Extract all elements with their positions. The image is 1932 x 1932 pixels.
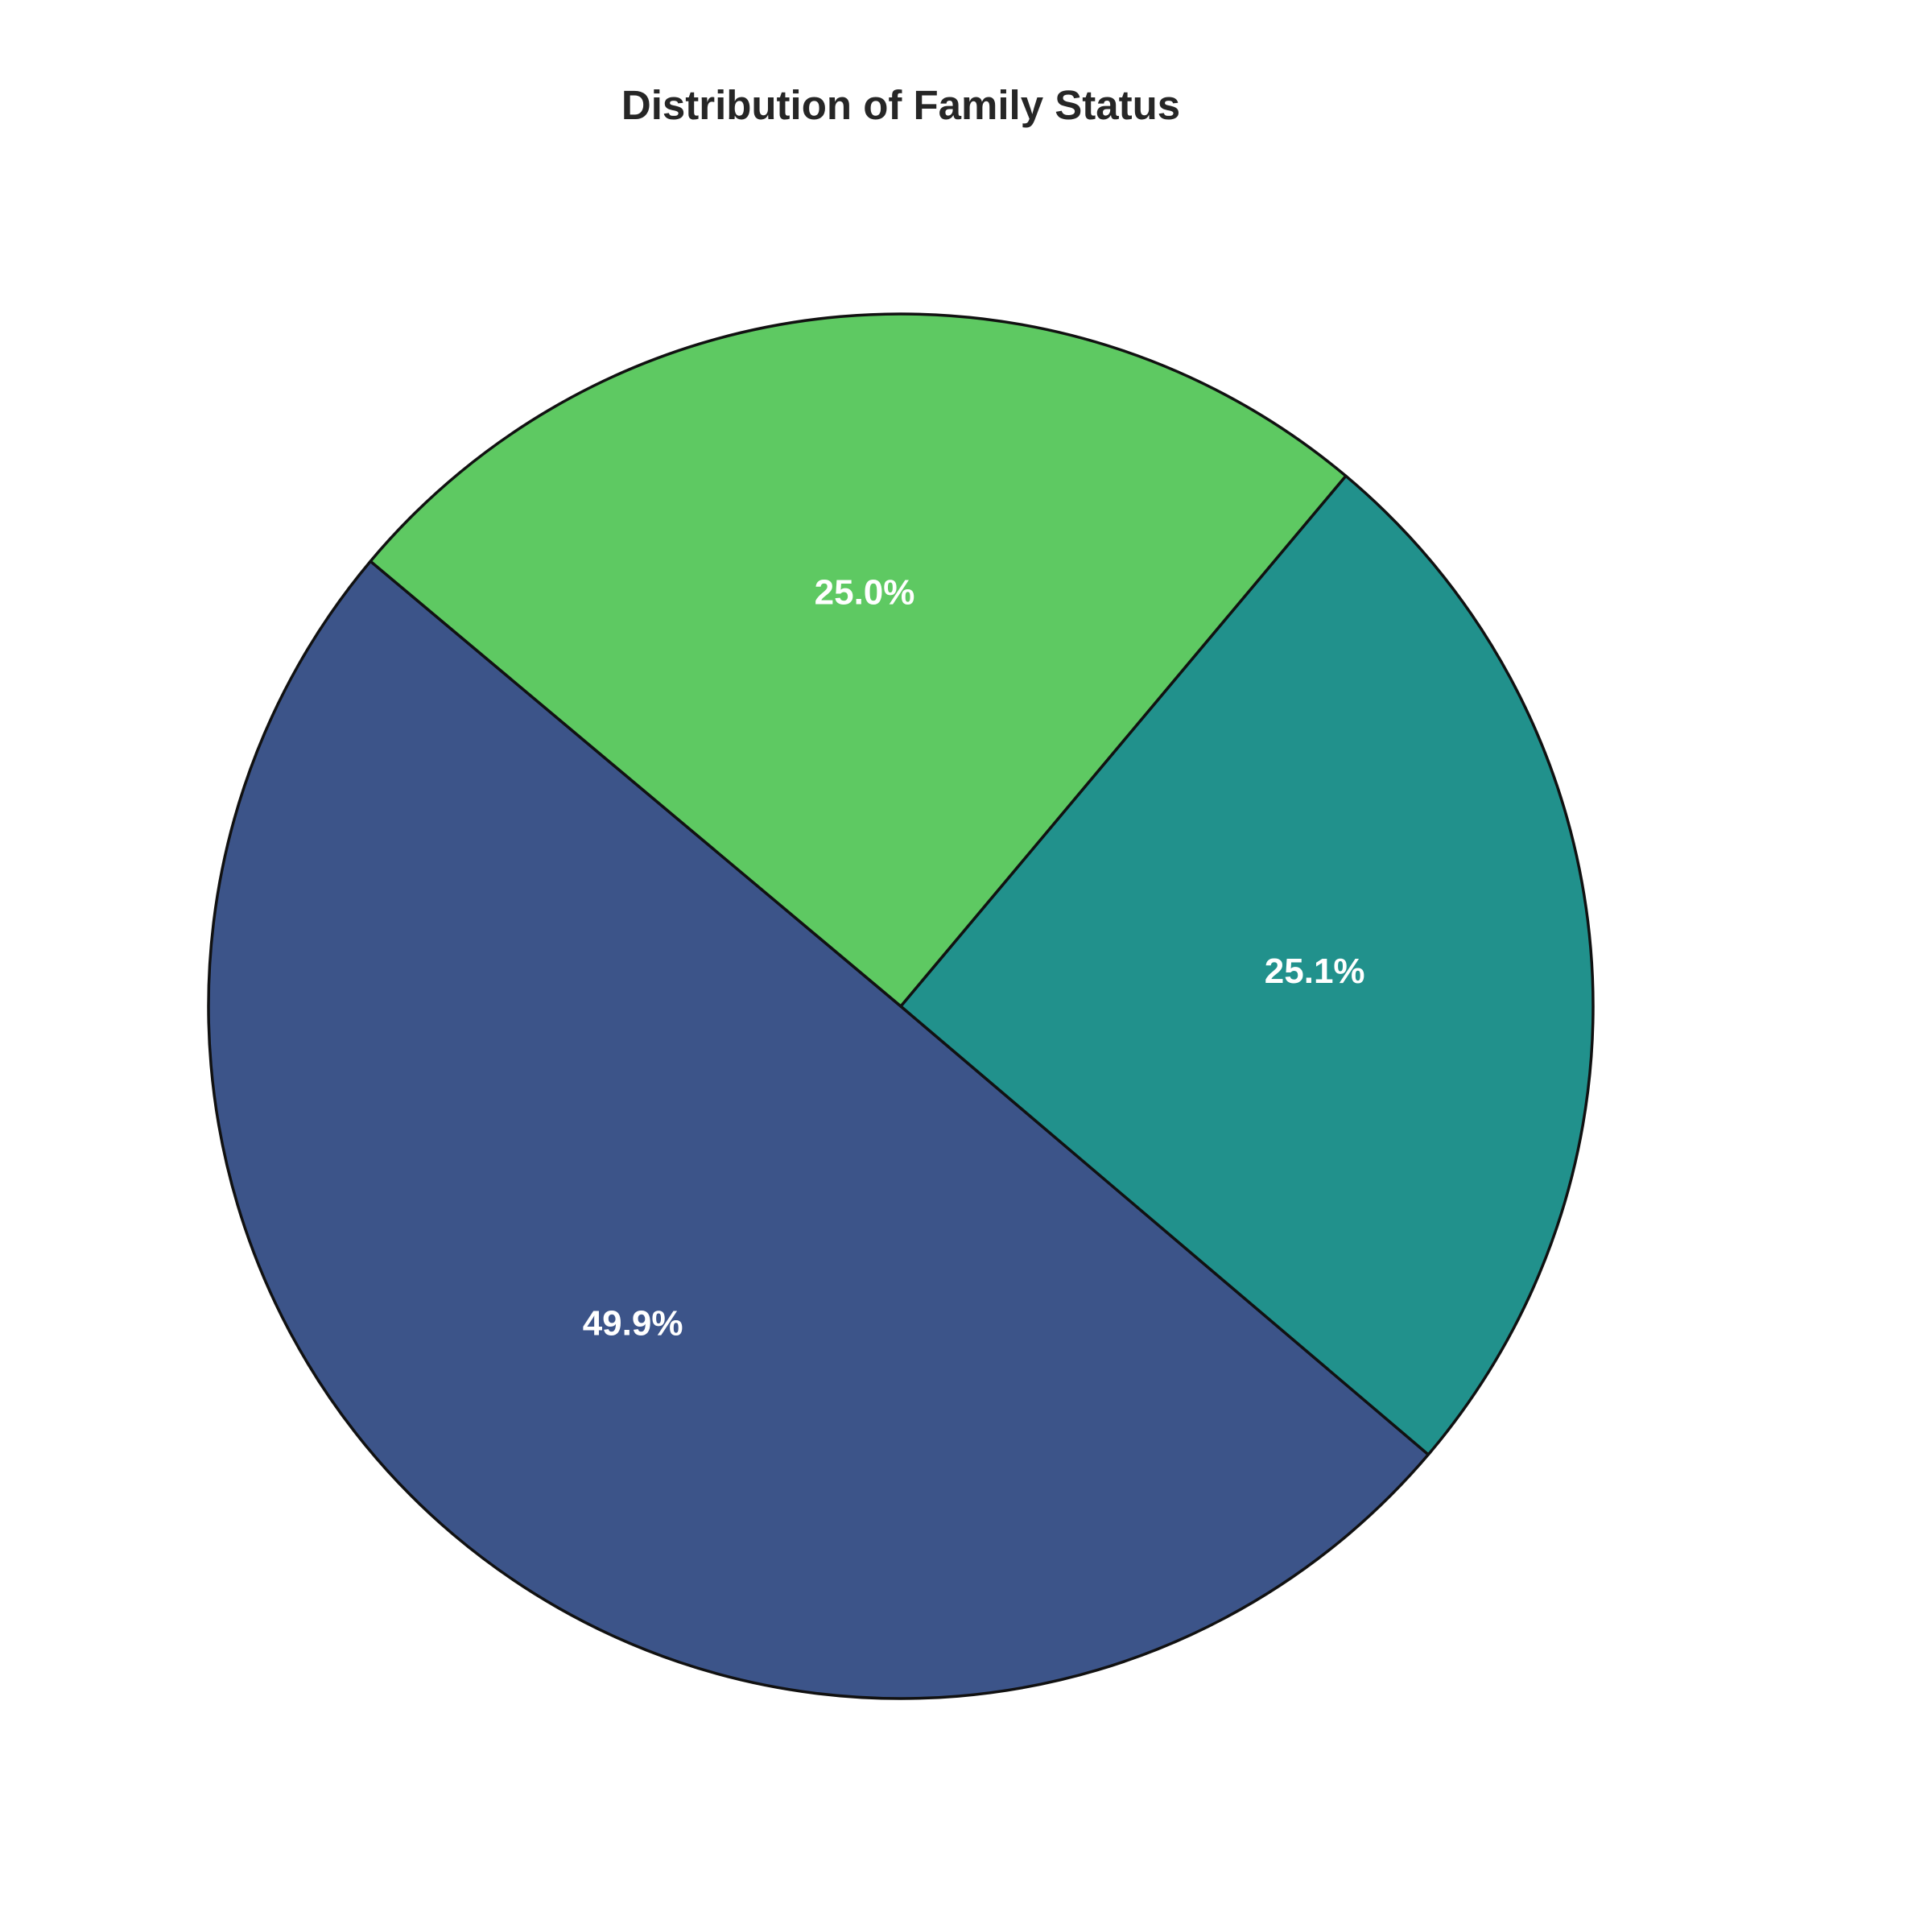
chart-title: Distribution of Family Status [621,82,1180,128]
pie-slice-label-1: 25.1% [1265,952,1365,991]
pie-slices [207,312,1595,1700]
pie-slice-2 [369,312,1348,1008]
pie-slice-label-0: 49.9% [583,1304,683,1344]
pie-slice-0 [207,559,1430,1700]
pie-slice-1 [899,474,1595,1456]
pie-slice-labels: 49.9% 25.1% 25.0% [583,572,1365,1343]
pie-slice-label-2: 25.0% [815,572,915,612]
